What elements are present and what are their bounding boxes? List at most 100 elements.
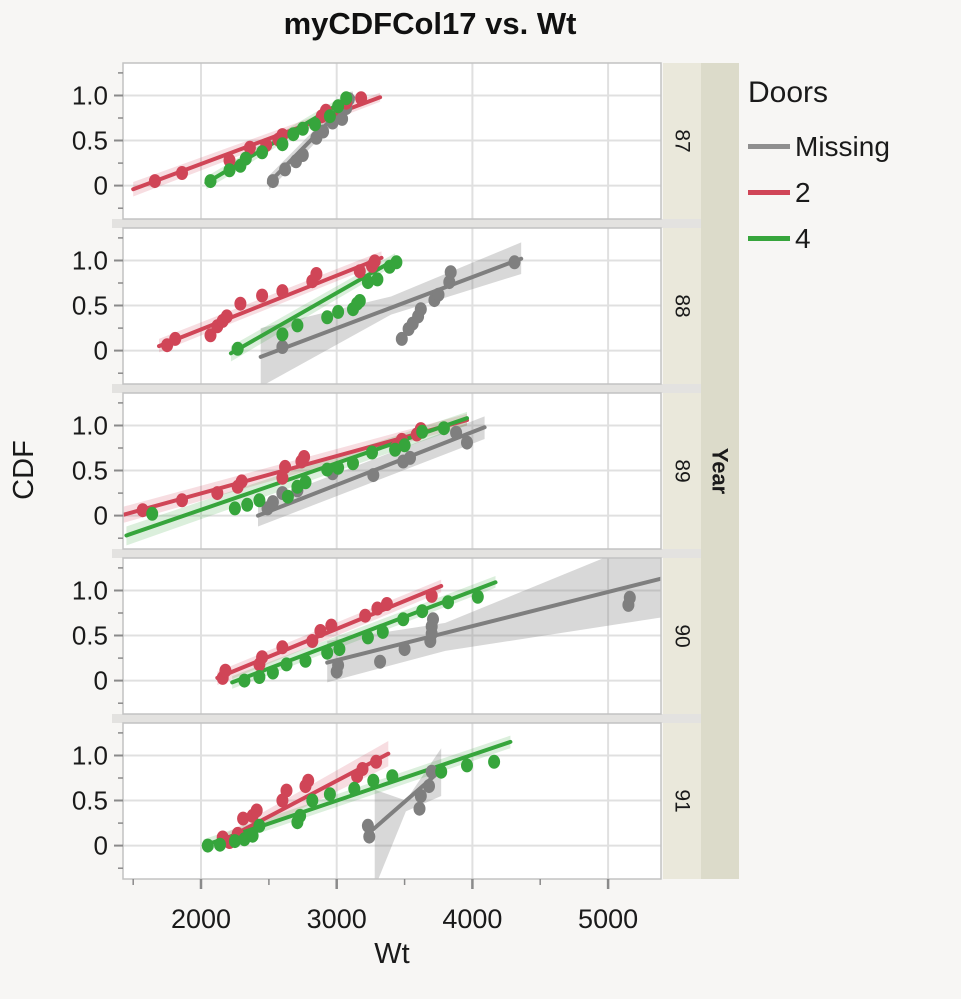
data-point [204, 328, 217, 343]
y-tick-label: 1.0 [72, 411, 108, 441]
y-tick-label: 0.5 [72, 291, 108, 321]
facet-strip [663, 723, 701, 879]
x-tick-label: 2000 [171, 904, 231, 934]
data-point [416, 604, 429, 619]
series-91-4 [201, 754, 501, 853]
data-point [435, 764, 448, 779]
confidence-band [260, 242, 522, 384]
data-point [176, 493, 188, 508]
data-point [508, 255, 521, 270]
facet-axis-label: Year [708, 448, 733, 495]
data-point [220, 309, 233, 324]
data-point [488, 754, 501, 769]
data-point [376, 624, 389, 639]
data-point [347, 456, 359, 471]
legend-label-missing: Missing [795, 131, 890, 162]
data-point [296, 148, 309, 162]
data-point [235, 474, 248, 489]
data-point [239, 151, 252, 166]
facet-label-89: 89 [671, 459, 694, 482]
legend-label-4: 4 [795, 223, 811, 254]
data-point [223, 163, 236, 178]
data-point [299, 475, 312, 490]
panel-gap [112, 219, 701, 228]
data-point [176, 166, 188, 180]
data-point [234, 296, 247, 311]
data-point [287, 127, 300, 142]
data-point [253, 818, 266, 833]
series-87-4 [204, 91, 353, 189]
series-90-2 [216, 588, 438, 685]
facet-label-88: 88 [671, 294, 694, 317]
y-tick-label: 0 [94, 336, 108, 366]
data-point [413, 801, 426, 816]
y-tick-label: 0.5 [72, 126, 108, 156]
data-point [280, 657, 293, 672]
facet-label-90: 90 [671, 624, 694, 647]
series-88-4 [231, 255, 403, 356]
panel-90: 0 0.5 1.0 90 [72, 557, 701, 715]
data-point [423, 779, 435, 794]
panel-89: 0 0.5 1.0 89 [72, 392, 701, 550]
data-point [321, 462, 334, 477]
confidence-band [374, 748, 442, 879]
data-point [444, 265, 457, 280]
data-point [367, 773, 380, 788]
trend-line [124, 416, 469, 538]
data-point [276, 340, 289, 354]
y-tick-label: 1.0 [72, 246, 108, 276]
legend-swatch-missing [748, 144, 790, 149]
data-point [332, 304, 345, 319]
data-point [425, 588, 438, 603]
legend-item-missing[interactable]: Missing [748, 130, 958, 163]
series-90-4 [238, 589, 484, 688]
data-point [427, 612, 439, 627]
data-point [353, 294, 366, 308]
data-point [348, 781, 361, 796]
data-point [276, 284, 289, 299]
panel-91: 0 0.5 1.0 91 [72, 722, 701, 880]
data-point [398, 642, 411, 657]
data-point [169, 331, 182, 346]
legend-item-2[interactable]: 2 [748, 176, 958, 209]
y-axis-title: CDF [8, 440, 40, 500]
y-tick-label: 0.5 [72, 786, 108, 816]
chart-title: myCDFCol17 vs. Wt [283, 6, 577, 41]
data-point [371, 601, 384, 616]
data-point [461, 758, 473, 773]
data-point [437, 421, 450, 436]
data-point [228, 501, 241, 516]
data-point [414, 789, 427, 803]
data-point [404, 450, 416, 465]
data-point [359, 608, 372, 623]
data-point [323, 109, 336, 124]
legend-item-4[interactable]: 4 [748, 222, 958, 255]
data-point [310, 267, 323, 281]
y-tick-label: 1.0 [72, 81, 108, 111]
facet-label-87: 87 [671, 129, 694, 152]
data-point [361, 275, 374, 290]
data-point [332, 460, 345, 475]
series-89-4 [146, 421, 450, 521]
data-point [450, 425, 463, 440]
data-point [371, 272, 384, 287]
data-point [302, 773, 315, 788]
data-point [279, 162, 292, 177]
data-point [241, 497, 254, 512]
data-point [306, 793, 319, 808]
data-point [256, 145, 269, 160]
data-point [231, 341, 244, 356]
data-point [148, 174, 161, 189]
y-tick-label: 0.5 [72, 621, 108, 651]
y-tick-label: 0 [94, 501, 108, 531]
data-point [370, 754, 383, 769]
series-90-missing [330, 590, 636, 679]
x-tick-label: 4000 [442, 904, 502, 934]
data-point [414, 302, 427, 317]
y-tick-label: 0.5 [72, 456, 108, 486]
data-point [281, 489, 294, 504]
y-tick-label: 1.0 [72, 576, 108, 606]
x-axis-title: Wt [374, 938, 410, 970]
